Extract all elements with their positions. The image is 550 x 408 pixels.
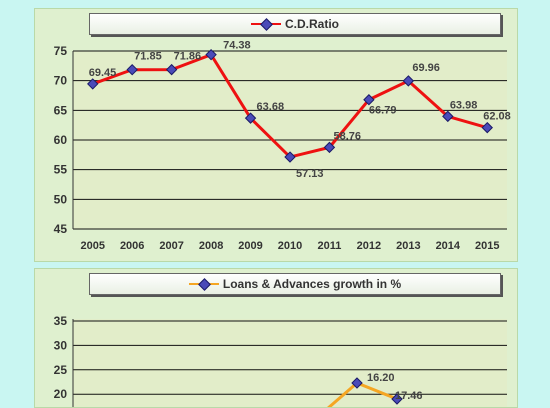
loans-growth-chart-panel: Loans & Advances growth in % 20 25 30 35 16.… [34,268,518,408]
x-tick-label: 2010 [278,240,302,252]
y-tick-label: 65 [54,103,68,117]
data-point [205,48,217,61]
data-point [481,121,493,134]
x-tick-label: 2009 [238,240,262,252]
data-point [126,63,138,76]
x-tick-label: 2015 [475,240,499,252]
data-label: 74.38 [223,40,251,52]
y-tick-label: 25 [54,363,68,377]
data-label: 63.98 [450,99,478,111]
y-tick-label: 30 [54,338,68,352]
y-tick-label: 20 [54,387,68,401]
data-label: 16.20 [367,372,395,384]
data-point [87,78,99,90]
y-tick-label: 45 [54,222,68,236]
data-point [351,377,363,389]
data-label: 63.68 [257,101,285,113]
y-tick-label: 35 [54,314,68,328]
x-tick-label: 2013 [396,240,420,252]
data-point [244,112,257,124]
data-label: 69.45 [89,67,117,79]
cd-ratio-legend: C.D.Ratio [89,13,501,35]
x-tick-label: 2005 [80,240,104,252]
data-label: 69.96 [412,62,440,74]
data-label: 57.13 [296,168,324,180]
data-point [442,110,454,123]
x-tick-label: 2011 [318,240,342,252]
data-point [323,141,336,154]
data-point [284,151,296,163]
loans-growth-legend-label: Loans & Advances growth in % [222,277,402,291]
y-tick-label: 60 [54,133,68,147]
data-label: 71.85 [134,51,162,63]
cd-ratio-legend-label: C.D.Ratio [285,17,339,31]
legend-line-diamond-icon [188,278,219,291]
data-label: 58.76 [333,130,361,142]
data-label: 71.86 [174,51,202,63]
legend-line-diamond-icon [251,18,281,31]
plot-area [73,319,507,407]
x-tick-label: 2014 [436,240,461,252]
data-label: 62.08 [483,111,511,123]
loans-growth-legend: Loans & Advances growth in % [89,273,501,295]
data-label: 66.79 [369,105,397,117]
data-point [402,75,415,87]
cd-ratio-chart-panel: C.D.Ratio 45 50 55 60 65 70 75 2005 2006 2007 2008… [34,8,518,262]
x-tick-label: 2012 [357,240,381,252]
y-tick-label: 75 [54,44,68,58]
data-point [363,94,375,106]
x-tick-label: 2006 [120,240,144,252]
data-label: 17.46 [395,390,423,402]
x-tick-label: 2008 [199,240,223,252]
cd-ratio-plot: 45 50 55 60 65 70 75 2005 2006 2007 2008 2009 2010 20… [54,40,511,252]
x-tick-label: 2007 [159,240,183,252]
y-tick-label: 70 [54,74,68,88]
data-point [165,63,178,76]
y-tick-label: 55 [54,163,68,177]
y-tick-label: 50 [54,192,68,206]
